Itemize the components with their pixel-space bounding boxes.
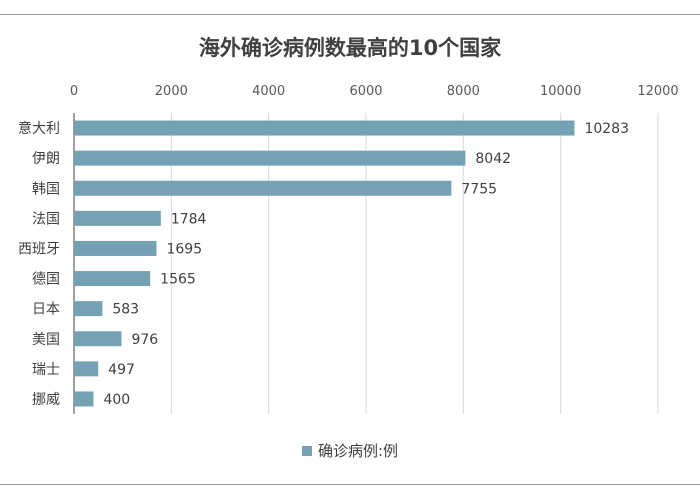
category-label: 法国 (32, 211, 60, 227)
bar (74, 361, 99, 377)
data-label: 1565 (160, 272, 196, 288)
frame-bottom-line (0, 484, 700, 485)
data-label: 7755 (461, 181, 497, 197)
bar (74, 180, 452, 196)
category-label: 瑞士 (32, 362, 60, 378)
data-label: 1695 (166, 241, 202, 257)
category-label: 伊朗 (32, 151, 60, 167)
bar (74, 271, 151, 287)
bar (74, 210, 161, 226)
x-tick-label: 6000 (349, 84, 382, 99)
tick-layer: 0 2000 4000 6000 8000 10000 12000 (70, 84, 679, 99)
legend: 确诊病例:例 (0, 440, 700, 461)
category-label: 挪威 (32, 392, 60, 408)
bar (74, 391, 94, 407)
category-label: 日本 (32, 302, 60, 318)
frame-top-line (0, 14, 700, 15)
data-label-layer: 10283 8042 7755 1784 1695 1565 583 976 497 400 (103, 121, 629, 408)
category-label: 西班牙 (18, 241, 60, 257)
category-label: 韩国 (32, 181, 60, 197)
bar-layer (74, 120, 575, 407)
bar (74, 240, 157, 256)
bar (74, 331, 122, 347)
data-label: 10283 (584, 121, 629, 137)
data-label: 976 (131, 332, 158, 348)
data-label: 400 (103, 392, 130, 408)
bar (74, 301, 103, 317)
bar (74, 150, 466, 166)
bar (74, 120, 575, 136)
category-label: 德国 (32, 272, 60, 288)
category-label: 意大利 (18, 120, 60, 137)
data-label: 583 (112, 302, 139, 318)
x-tick-label: 8000 (447, 84, 480, 99)
legend-swatch (301, 445, 312, 456)
x-tick-label: 12000 (637, 84, 678, 99)
x-tick-label: 10000 (540, 84, 581, 99)
x-tick-label: 4000 (252, 84, 285, 99)
x-tick-label: 2000 (155, 84, 188, 99)
x-tick-label: 0 (70, 84, 78, 99)
legend-label: 确诊病例:例 (317, 442, 399, 460)
data-label: 1784 (171, 211, 207, 227)
data-label: 8042 (475, 151, 511, 167)
category-label: 美国 (32, 332, 60, 348)
chart-title: 海外确诊病例数最高的10个国家 (198, 36, 502, 60)
data-label: 497 (108, 362, 135, 378)
